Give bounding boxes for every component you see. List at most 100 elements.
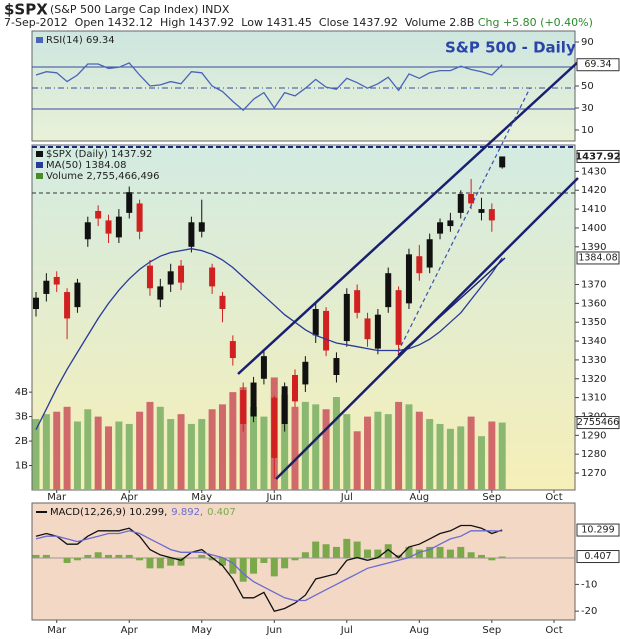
candle-body [343, 293, 350, 342]
candle-body [126, 192, 133, 213]
bar [405, 404, 413, 490]
candle-body [84, 222, 91, 240]
candle-body [468, 194, 475, 204]
chart-title: S&P 500 - Daily [445, 39, 576, 57]
candle-body [219, 295, 226, 310]
bar [332, 546, 340, 558]
bar [270, 557, 278, 577]
bar [177, 414, 185, 490]
bar [364, 416, 372, 490]
bar [250, 557, 258, 574]
candle-body [395, 290, 402, 345]
bar [167, 419, 175, 490]
candle-body [157, 286, 164, 300]
x-tick-label: Aug [410, 625, 430, 636]
x-tick-label: Mar [47, 625, 67, 636]
candle-body [240, 390, 247, 425]
bar [291, 557, 299, 561]
candle-body [43, 280, 50, 294]
candle-body [374, 314, 381, 349]
candle-body [302, 361, 309, 385]
y-tick-label: 1340 [581, 336, 606, 347]
y-tick-label: 1430 [581, 166, 606, 177]
bar [312, 541, 320, 558]
candle-body [188, 222, 195, 247]
bar [467, 416, 475, 490]
bar [187, 423, 195, 490]
candle-body [271, 397, 278, 458]
x-tick-label: Oct [545, 625, 562, 636]
y-tick-label: 1420 [581, 185, 606, 196]
bar [94, 552, 102, 558]
bar [426, 546, 434, 558]
y-tick-label: 50 [581, 81, 594, 92]
bar [250, 406, 258, 490]
value-box-label: 2755466 [577, 417, 619, 428]
candle-body [178, 265, 185, 283]
y-tick-label: 90 [581, 37, 594, 48]
bar [136, 411, 144, 490]
y-tick-label: -20 [581, 606, 597, 617]
bar [364, 549, 372, 558]
bar [73, 421, 81, 490]
series-line [35, 524, 503, 612]
bar [457, 546, 465, 558]
legend-entry: $SPX (Daily) 1437.92 [46, 149, 152, 160]
y-tick-label: 1270 [581, 468, 606, 479]
bar [384, 544, 392, 558]
bar [63, 406, 71, 490]
legend: MACD(12,26,9) 10.299, 9.892, 0.407 [50, 507, 236, 518]
candle-body [136, 203, 143, 232]
bar [125, 423, 133, 490]
bar [374, 411, 382, 490]
x-tick-label: Mar [47, 492, 67, 503]
candle-body [74, 282, 81, 308]
bar [457, 426, 465, 490]
value-box [576, 523, 620, 537]
bar [436, 546, 444, 558]
candle-body [292, 375, 298, 402]
bar [260, 416, 268, 490]
candle-body [405, 254, 412, 304]
bar [198, 419, 206, 490]
support-line [397, 257, 506, 356]
bar [105, 554, 113, 558]
bar [415, 549, 423, 558]
change: Chg +5.80 (+0.40%) [478, 16, 593, 29]
bar [208, 557, 216, 561]
candle-body [416, 256, 423, 274]
candle-body [499, 156, 506, 168]
x-tick-label: Aug [410, 492, 430, 503]
legend-entry: MACD(12,26,9) 10.299, [50, 507, 167, 518]
bar [156, 557, 164, 569]
candle-body [105, 220, 112, 234]
candle-body [53, 276, 60, 285]
y-tick-label: 1360 [581, 298, 606, 309]
y-tick-label: 1320 [581, 374, 606, 385]
channel-upper [237, 61, 579, 375]
bar [374, 549, 382, 558]
bar [332, 397, 340, 490]
bar [115, 554, 123, 558]
quote-line: 7-Sep-2012 Open 1432.12 High 1437.92 Low… [4, 16, 593, 29]
bar [291, 406, 299, 490]
bar [84, 554, 92, 558]
candle-body [33, 297, 39, 310]
bar [239, 557, 247, 582]
series-line [35, 248, 503, 430]
symbol: $SPX [4, 1, 48, 19]
candle-body [64, 292, 71, 319]
macd-panel [31, 502, 576, 621]
candle-body [426, 239, 433, 268]
bar [218, 404, 226, 490]
x-tick-label: Jun [265, 625, 282, 636]
y-tick-label: 1370 [581, 280, 606, 291]
bar [94, 416, 102, 490]
candle-body [229, 341, 236, 359]
bar [281, 557, 289, 569]
legend-marker [36, 37, 43, 43]
bar [146, 401, 154, 490]
x-tick-label: Jun [265, 492, 282, 503]
